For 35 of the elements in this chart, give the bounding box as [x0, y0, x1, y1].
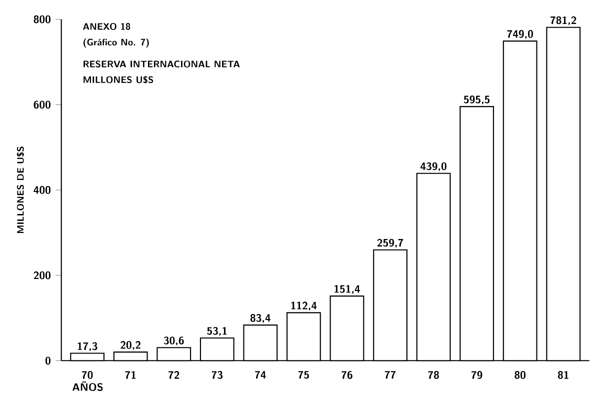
data-label: 595,5 — [464, 96, 490, 104]
x-tick-label: 72 — [168, 371, 180, 379]
data-label: 749,0 — [507, 30, 533, 39]
data-label: 83,4 — [250, 314, 270, 323]
y-tick-label: 400 — [34, 186, 50, 194]
y-tick-label: 800 — [34, 15, 50, 24]
data-label: 781,2 — [550, 16, 576, 26]
annotation: ANEXO 18 — [83, 23, 130, 30]
data-label: 20,2 — [120, 341, 140, 350]
x-tick-label: 81 — [558, 371, 568, 379]
y-tick-label: 0 — [46, 356, 50, 365]
data-label: 30,6 — [164, 336, 184, 346]
x-tick-label: 71 — [125, 371, 136, 379]
x-tick-label: 74 — [255, 371, 266, 379]
x-tick-label: 77 — [384, 371, 396, 379]
data-label: 53,1 — [207, 326, 227, 336]
x-tick-label: 70 — [82, 371, 93, 379]
y-tick-label: 600 — [34, 100, 50, 109]
x-axis-title: AÑOS — [72, 381, 103, 391]
text: MILLONES U$S — [84, 76, 154, 84]
y-tick-label: 200 — [34, 271, 50, 280]
text: RESERVA INTERNACIONAL NETA — [84, 60, 240, 68]
annotation: (Gráfico No. 7) — [84, 38, 149, 48]
x-tick-label: 76 — [342, 371, 352, 379]
y-axis-title: MILLONES DE U$S — [16, 146, 24, 234]
x-tick-label: 78 — [428, 371, 439, 379]
x-tick-label: 80 — [514, 371, 526, 379]
data-label: 112,4 — [291, 302, 317, 310]
x-tick-label: 75 — [298, 371, 309, 379]
data-label: 17,3 — [78, 342, 98, 351]
x-tick-label: 79 — [471, 371, 482, 379]
data-label: 259,7 — [377, 238, 404, 248]
data-label: 151,4 — [334, 285, 360, 294]
x-tick-label: 73 — [212, 371, 223, 379]
data-label: 439,0 — [420, 162, 446, 172]
